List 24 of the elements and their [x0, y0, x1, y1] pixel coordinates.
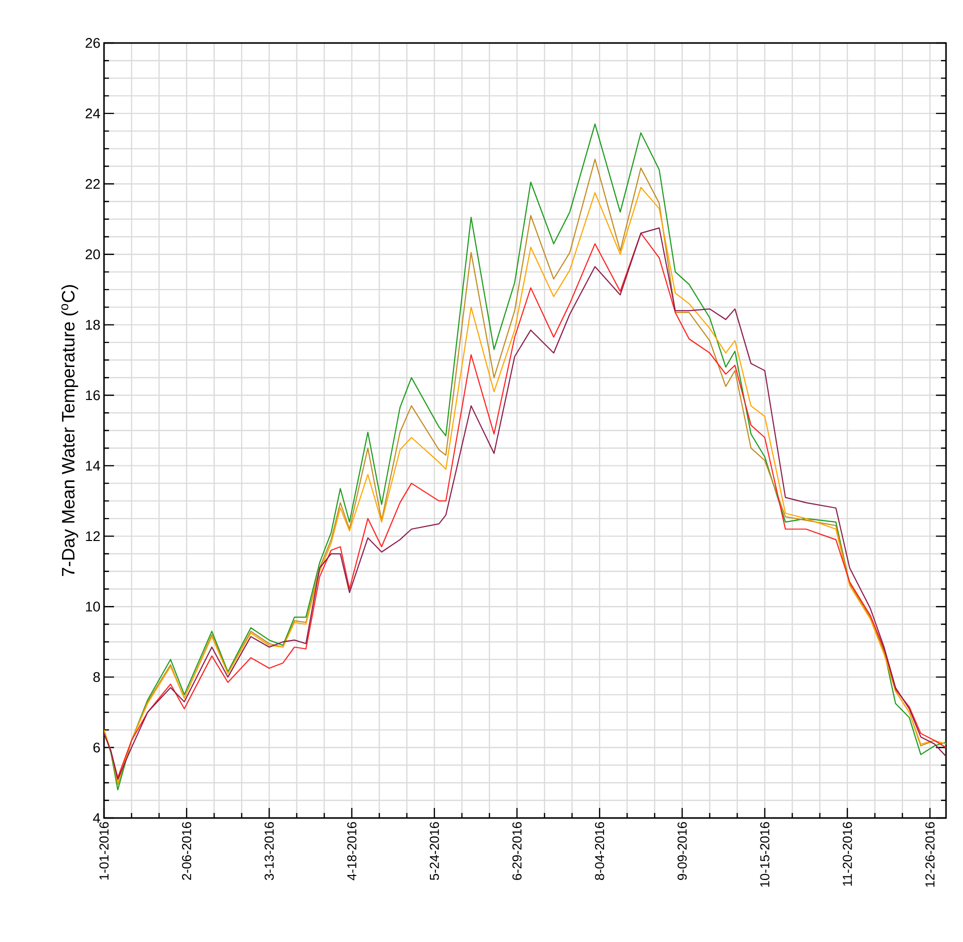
x-tick-label: 5-24-2016 — [430, 822, 439, 880]
x-tick-label: 2-06-2016 — [182, 822, 192, 880]
x-tick-label: 12-26-2016 — [925, 822, 935, 887]
x-tick-label: 9-09-2016 — [678, 822, 687, 880]
x-tick-label: 1-01-2016 — [99, 822, 109, 880]
y-tick-label: 22 — [86, 179, 100, 189]
y-tick-label: 6 — [93, 742, 100, 752]
y-tick-label: 8 — [93, 672, 100, 682]
x-tick-label: 11-20-2016 — [842, 822, 852, 886]
y-tick-label: 10 — [86, 602, 100, 612]
y-tick-label: 20 — [86, 249, 100, 260]
y-tick-label: 14 — [86, 460, 100, 471]
y-tick-label: 26 — [86, 38, 100, 48]
x-tick-label: 3-13-2016 — [264, 822, 274, 880]
y-tick-label: 4 — [93, 813, 100, 823]
y-tick-label: 12 — [86, 531, 100, 542]
y-axis-title: 7-Day Mean Water Temperature ($^{o}$C) — [61, 285, 78, 576]
y-tick-label: 18 — [86, 320, 100, 330]
x-tick-label: 8-04-2016 — [594, 822, 604, 880]
y-tick-label: 24 — [86, 108, 100, 118]
x-tick-label: 10-15-2016 — [760, 822, 770, 887]
x-tick-label: 4-18-2016 — [347, 822, 356, 880]
x-tick-label: 6-29-2016 — [512, 822, 522, 880]
y-tick-label: 16 — [86, 390, 100, 400]
